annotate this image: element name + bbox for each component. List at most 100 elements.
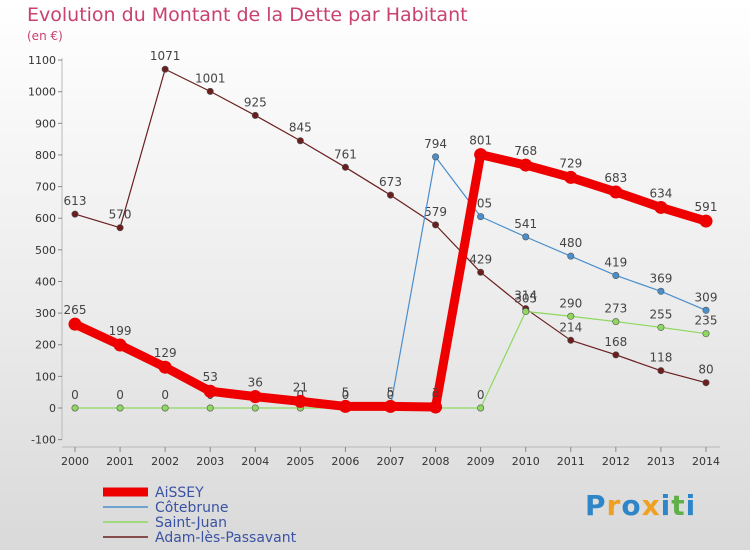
y-tick-label-7: 600 (35, 212, 56, 225)
y-tick-label-2: 100 (35, 370, 56, 383)
y-tick-label-3: 200 (35, 339, 56, 352)
data-label-c-tebrune-2011: 480 (559, 236, 582, 250)
point-aissey-2013 (654, 200, 668, 214)
data-label-saint-juan-2007: 0 (387, 388, 395, 402)
data-label-aissey-2003: 53 (203, 370, 218, 384)
data-label-adam-l-s-passavant-2004: 925 (244, 95, 267, 109)
data-label-aissey-2006: 5 (342, 385, 350, 399)
point-aissey-2008 (429, 400, 443, 414)
data-label-saint-juan-2013: 255 (649, 307, 672, 321)
logo-letter: r (606, 489, 622, 522)
point-adam-l-s-passavant-2005 (296, 137, 304, 145)
data-label-adam-l-s-passavant-2008: 579 (424, 205, 447, 219)
y-tick-label-6: 500 (35, 244, 56, 257)
data-label-aissey-2014: 591 (695, 200, 718, 214)
data-label-aissey-2013: 634 (649, 186, 672, 200)
point-saint-juan-2003 (206, 404, 214, 412)
legend-label-saint-juan: Saint-Juan (155, 515, 227, 531)
point-saint-juan-2009 (477, 404, 485, 412)
data-label-adam-l-s-passavant-2007: 673 (379, 175, 402, 189)
point-adam-l-s-passavant-2013 (657, 367, 665, 375)
point-c-tebrune-2008 (432, 153, 440, 161)
x-tick-label-3: 2003 (196, 455, 224, 468)
data-label-aissey-2010: 768 (514, 144, 537, 158)
point-c-tebrune-2011 (567, 252, 575, 260)
x-tick-label-5: 2005 (286, 455, 314, 468)
data-label-aissey-2001: 199 (109, 324, 132, 338)
logo-letter: o (621, 489, 642, 522)
point-aissey-2001 (113, 338, 127, 352)
data-label-adam-l-s-passavant-2012: 168 (604, 335, 627, 349)
data-label-aissey-2002: 129 (154, 346, 177, 360)
point-adam-l-s-passavant-2014 (702, 379, 710, 387)
point-c-tebrune-2013 (657, 287, 665, 295)
logo-letter: t (671, 489, 686, 522)
point-aissey-2003 (203, 384, 217, 398)
data-label-aissey-2000: 265 (64, 303, 87, 317)
data-label-c-tebrune-2008: 794 (424, 137, 447, 151)
point-saint-juan-2011 (567, 312, 575, 320)
point-c-tebrune-2009 (477, 213, 485, 221)
point-aissey-2014 (699, 214, 713, 228)
data-label-adam-l-s-passavant-2006: 761 (334, 147, 357, 161)
point-adam-l-s-passavant-2002 (161, 65, 169, 73)
point-adam-l-s-passavant-2001 (116, 224, 124, 232)
data-label-adam-l-s-passavant-2014: 80 (698, 363, 713, 377)
data-label-c-tebrune-2012: 419 (604, 255, 627, 269)
point-adam-l-s-passavant-2012 (612, 351, 620, 359)
point-adam-l-s-passavant-2007 (386, 191, 394, 199)
point-adam-l-s-passavant-2004 (251, 111, 259, 119)
x-tick-label-7: 2007 (377, 455, 405, 468)
x-tick-label-13: 2013 (647, 455, 675, 468)
x-tick-label-6: 2006 (331, 455, 359, 468)
point-saint-juan-2002 (161, 404, 169, 412)
data-label-saint-juan-2014: 235 (695, 314, 718, 328)
data-label-saint-juan-2012: 273 (604, 302, 627, 316)
point-c-tebrune-2010 (522, 233, 530, 241)
data-label-adam-l-s-passavant-2000: 613 (64, 194, 87, 208)
data-label-adam-l-s-passavant-2002: 1071 (150, 49, 181, 63)
data-label-c-tebrune-2014: 309 (695, 290, 718, 304)
y-tick-label-1: 0 (49, 402, 56, 415)
data-label-c-tebrune-2013: 369 (649, 271, 672, 285)
data-label-aissey-2007: 5 (387, 385, 395, 399)
point-adam-l-s-passavant-2009 (477, 268, 485, 276)
data-label-adam-l-s-passavant-2003: 1001 (195, 71, 226, 85)
x-tick-label-1: 2001 (106, 455, 134, 468)
data-label-saint-juan-2011: 290 (559, 296, 582, 310)
point-aissey-2011 (564, 170, 578, 184)
point-aissey-2006 (338, 399, 352, 413)
legend-label-aissey: AiSSEY (155, 485, 204, 501)
y-tick-label-8: 700 (35, 181, 56, 194)
y-tick-label-5: 400 (35, 275, 56, 288)
data-label-aissey-2004: 36 (248, 376, 263, 390)
x-tick-label-0: 2000 (61, 455, 89, 468)
proxiti-logo: Proxiti (585, 489, 696, 522)
point-saint-juan-2012 (612, 318, 620, 326)
x-tick-label-9: 2009 (467, 455, 495, 468)
data-label-saint-juan-2000: 0 (71, 388, 79, 402)
chart-title: Evolution du Montant de la Dette par Hab… (27, 4, 468, 26)
legend-label-adam-l-s-passavant: Adam-lès-Passavant (155, 530, 297, 546)
x-tick-label-11: 2011 (557, 455, 585, 468)
point-aissey-2007 (384, 399, 397, 413)
y-tick-label-11: 1000 (28, 86, 56, 99)
x-tick-label-2: 2002 (151, 455, 179, 468)
y-tick-label-0: -100 (31, 434, 56, 447)
data-label-adam-l-s-passavant-2010: 314 (514, 289, 537, 303)
point-saint-juan-2000 (71, 404, 79, 412)
data-label-adam-l-s-passavant-2005: 845 (289, 121, 312, 135)
point-adam-l-s-passavant-2003 (206, 87, 214, 95)
point-aissey-2004 (248, 390, 262, 404)
data-label-aissey-2005: 21 (293, 380, 308, 394)
x-tick-label-12: 2012 (602, 455, 630, 468)
point-adam-l-s-passavant-2000 (71, 210, 79, 218)
data-label-adam-l-s-passavant-2013: 118 (649, 351, 672, 365)
point-adam-l-s-passavant-2008 (432, 221, 440, 229)
point-c-tebrune-2014 (702, 306, 710, 314)
data-label-saint-juan-2001: 0 (116, 388, 124, 402)
point-aissey-2010 (519, 158, 533, 172)
x-tick-label-4: 2004 (241, 455, 269, 468)
data-label-adam-l-s-passavant-2001: 570 (109, 208, 132, 222)
series-line-c-tebrune (389, 156, 707, 408)
